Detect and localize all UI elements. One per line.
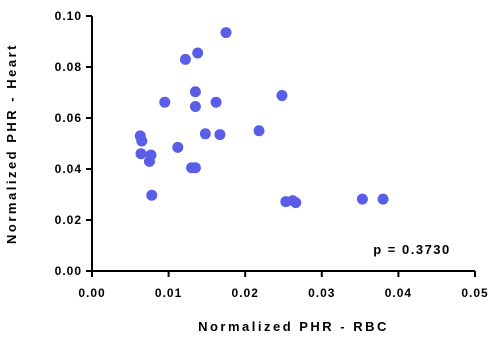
x-tick-label: 0.02 (232, 286, 259, 300)
data-point (199, 128, 211, 140)
data-point (253, 125, 265, 137)
data-point (146, 189, 158, 201)
y-tick-label: 0.06 (55, 111, 82, 125)
x-tick-label: 0.01 (155, 286, 182, 300)
y-tick-label: 0.10 (55, 9, 82, 23)
data-point (210, 96, 222, 108)
data-point (189, 86, 201, 98)
data-point (143, 155, 155, 167)
data-point (377, 193, 389, 205)
data-point (214, 129, 226, 141)
data-point (159, 96, 171, 108)
x-tick-label: 0.04 (385, 286, 412, 300)
data-point (136, 135, 148, 147)
data-point (192, 47, 204, 59)
data-points (134, 27, 389, 209)
axes (91, 16, 475, 272)
data-point (220, 27, 232, 39)
x-tick-label: 0.03 (308, 286, 335, 300)
p-value-annotation: p = 0.3730 (373, 242, 451, 257)
y-tick-label: 0.04 (55, 162, 82, 176)
x-tick-label: 0.05 (461, 286, 488, 300)
y-tick-label: 0.02 (55, 213, 82, 227)
data-point (290, 197, 302, 209)
y-ticks: 0.00 0.02 0.04 0.06 0.08 0.10 (55, 9, 92, 278)
data-point (189, 101, 201, 113)
y-tick-label: 0.00 (55, 264, 82, 278)
x-ticks: 0.00 0.01 0.02 0.03 0.04 0.05 (78, 271, 488, 300)
data-point (189, 162, 201, 174)
x-tick-label: 0.00 (78, 286, 105, 300)
data-point (172, 141, 184, 153)
y-axis-title: Normalized PHR - Heart (4, 43, 19, 244)
data-point (179, 53, 191, 65)
data-point (135, 148, 147, 160)
y-tick-label: 0.08 (55, 60, 82, 74)
data-point (276, 90, 288, 102)
data-point (356, 193, 368, 205)
x-axis-title: Normalized PHR - RBC (198, 319, 389, 334)
